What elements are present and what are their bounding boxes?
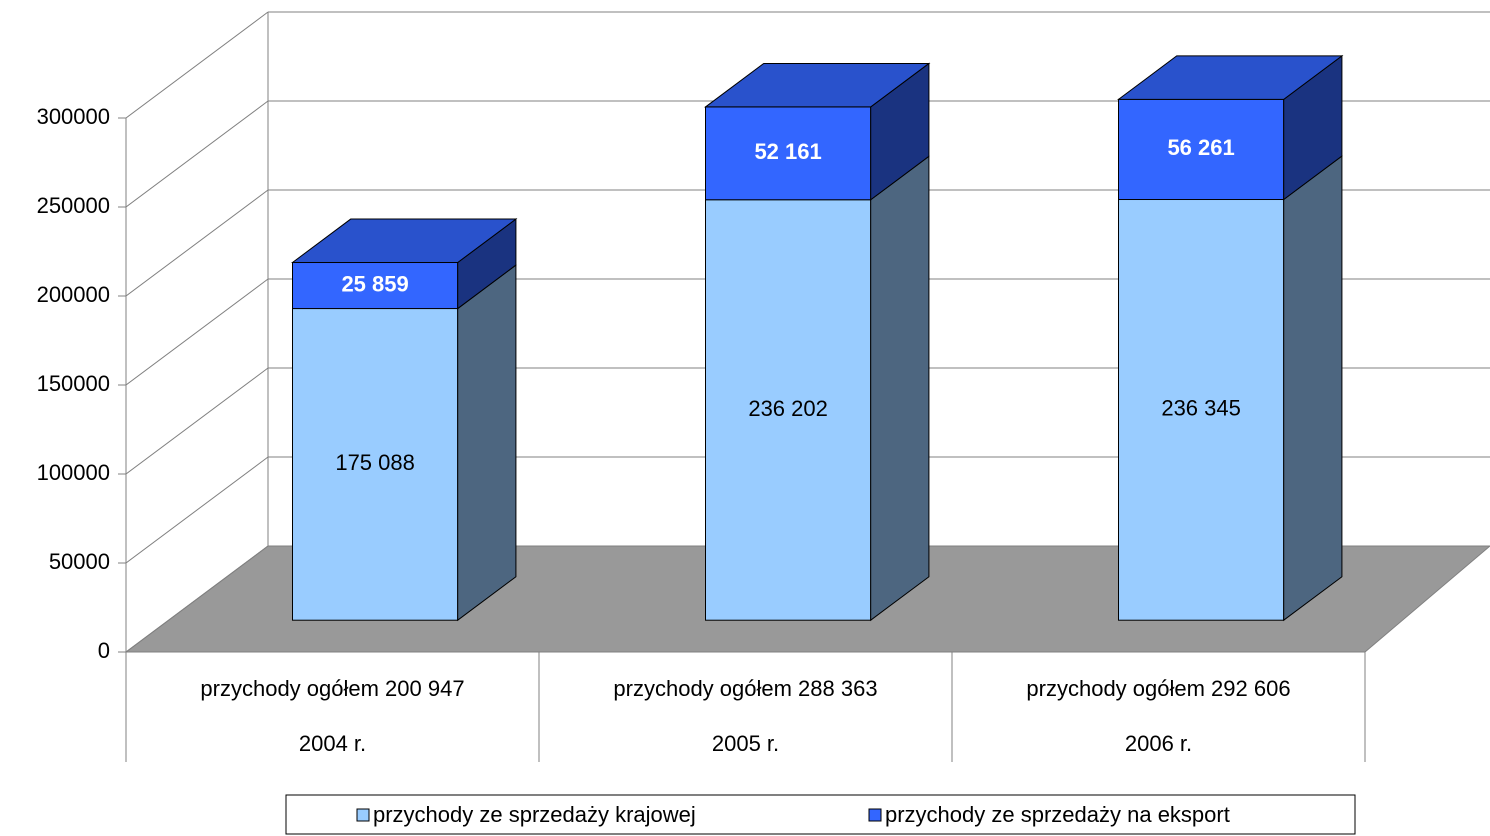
y-tick-label: 50000 <box>49 549 110 574</box>
bar <box>1118 98 1285 201</box>
value-label: 236 345 <box>1161 396 1241 421</box>
y-tick-label: 300000 <box>37 104 110 129</box>
grid-line <box>125 11 269 119</box>
x-tick-label: 2005 r. <box>712 731 779 756</box>
bar <box>292 262 459 310</box>
bar <box>705 199 872 621</box>
grid-line <box>125 278 269 386</box>
x-sublabel: przychody ogółem 200 947 <box>200 676 464 701</box>
bar-top <box>290 218 518 264</box>
bar <box>1118 199 1285 621</box>
value-label: 175 088 <box>335 450 415 475</box>
grid-line <box>125 545 269 653</box>
legend-box <box>285 794 1356 835</box>
bar <box>292 308 459 621</box>
grid-line <box>125 367 269 475</box>
y-tick-label: 150000 <box>37 371 110 396</box>
y-tick-label: 250000 <box>37 193 110 218</box>
legend-label: przychody ze sprzedaży krajowej <box>373 802 696 827</box>
grid-line <box>125 189 269 297</box>
value-label: 236 202 <box>748 396 828 421</box>
x-tick-label: 2006 r. <box>1125 731 1192 756</box>
bar-top <box>1116 55 1344 100</box>
value-label: 56 261 <box>1167 135 1234 160</box>
x-sublabel: przychody ogółem 288 363 <box>613 676 877 701</box>
legend-label: przychody ze sprzedaży na eksport <box>885 802 1230 827</box>
bar-side <box>457 264 517 622</box>
bar-side <box>1283 155 1343 622</box>
y-tick-label: 100000 <box>37 460 110 485</box>
bar-top <box>703 62 931 108</box>
bar-side <box>870 155 930 622</box>
bar <box>705 106 872 201</box>
value-label: 52 161 <box>754 139 821 164</box>
legend-swatch <box>356 808 370 822</box>
legend-swatch <box>868 808 882 822</box>
x-sublabel: przychody ogółem 292 606 <box>1026 676 1290 701</box>
y-tick-label: 200000 <box>37 282 110 307</box>
x-tick-label: 2004 r. <box>299 731 366 756</box>
grid-line <box>125 456 269 564</box>
grid-line <box>125 100 269 208</box>
y-tick-label: 0 <box>98 638 110 663</box>
value-label: 25 859 <box>341 271 408 296</box>
